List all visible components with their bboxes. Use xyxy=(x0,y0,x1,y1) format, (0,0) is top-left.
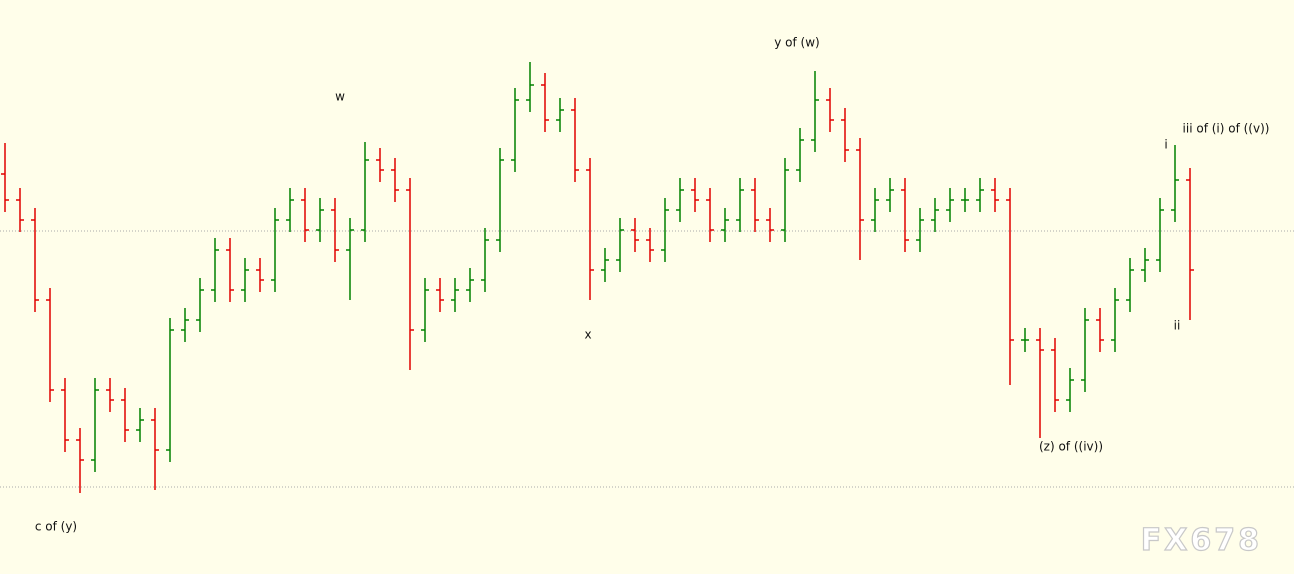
wave-label: ii xyxy=(1174,319,1181,333)
wave-label: iii of (i) of ((v)) xyxy=(1183,122,1270,136)
wave-label: (z) of ((iv)) xyxy=(1039,440,1103,454)
wave-label: w xyxy=(335,90,345,104)
wave-label: i xyxy=(1164,138,1167,152)
watermark: FX678 xyxy=(1141,523,1262,558)
wave-label: x xyxy=(584,328,591,342)
wave-label: y of (w) xyxy=(774,36,819,50)
wave-label: c of (y) xyxy=(35,520,77,534)
